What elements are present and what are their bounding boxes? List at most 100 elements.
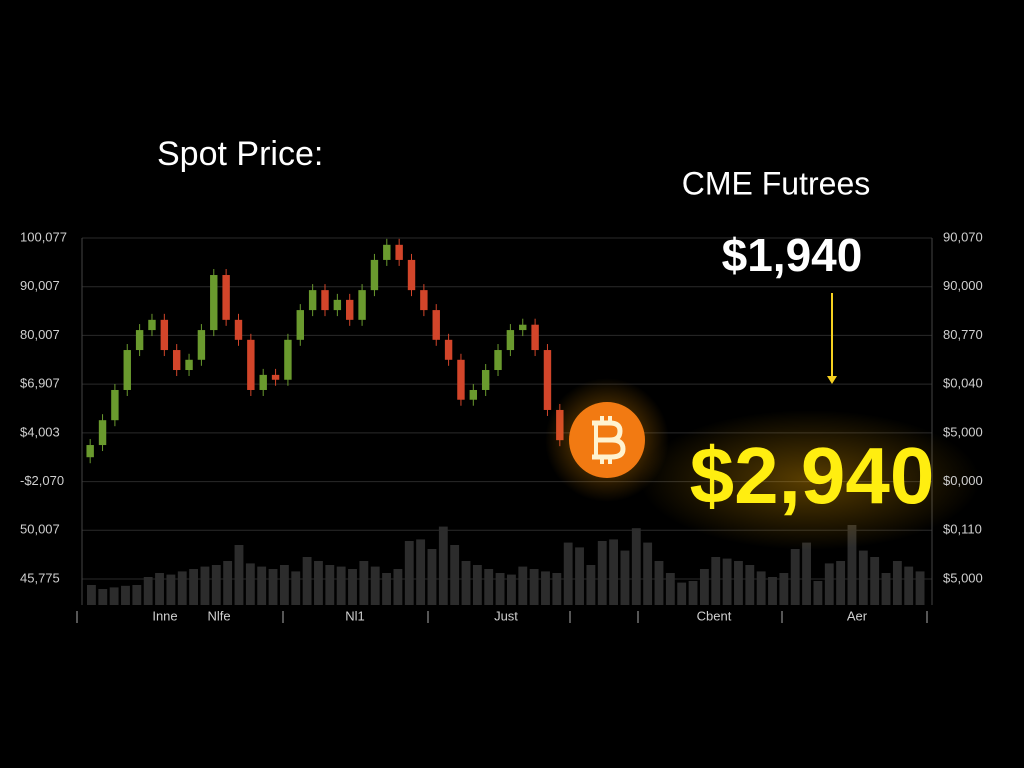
candle-body (247, 339, 255, 390)
volume-bar (234, 545, 244, 605)
volume-bar (768, 577, 777, 605)
volume-bar (200, 566, 210, 605)
volume-bar (722, 558, 732, 605)
volume-bar (575, 547, 584, 605)
volume-bar (790, 549, 800, 605)
volume-bar (189, 569, 199, 605)
volume-bar (643, 542, 653, 605)
volume-bar (915, 571, 925, 605)
y-tick-label-right: $0,040 (943, 376, 983, 391)
volume-bar (450, 545, 460, 605)
volume-bar (143, 577, 153, 605)
volume-bar (870, 557, 880, 605)
arrow-head (827, 376, 837, 384)
volume-bar (336, 566, 346, 605)
y-tick-label-left: -$2,070 (20, 473, 64, 488)
volume-bar (586, 565, 596, 605)
volume-bar (155, 573, 164, 605)
volume-bar (268, 569, 278, 605)
candle-body (333, 299, 342, 311)
candle-body (543, 350, 552, 410)
candle-body (148, 319, 156, 331)
bitcoin-icon (545, 378, 669, 502)
spot-price: $2,940 (690, 431, 935, 520)
candle-body (358, 290, 366, 320)
y-tick-label-right: 90,070 (943, 229, 983, 244)
y-tick-label-left: 90,007 (20, 278, 60, 293)
volume-bar (382, 573, 391, 605)
x-tick-label: Nl1 (345, 608, 365, 623)
volume-bar (802, 542, 811, 605)
y-tick-label-left: $4,003 (20, 424, 60, 439)
x-tick-label: Inne (152, 608, 177, 623)
volume-bar (245, 563, 255, 605)
x-tick-label: Just (494, 608, 518, 623)
candle-body (222, 275, 230, 320)
volume-bar (87, 585, 96, 605)
volume-bar (529, 569, 539, 605)
y-tick-label-right: $0,110 (943, 522, 982, 537)
y-tick-label-right: 90,000 (943, 278, 983, 293)
candle-body (420, 290, 428, 311)
chart-title: Spot Price: (157, 135, 323, 173)
price-glow (640, 410, 980, 550)
volume-bar (597, 541, 607, 605)
candle-body (123, 350, 131, 390)
y-tick-label-right: $5,000 (943, 424, 983, 439)
candle-body (185, 359, 193, 371)
volume-bar (518, 566, 528, 605)
volume-bar (291, 571, 301, 605)
candle-body (519, 324, 527, 331)
candle-body (259, 374, 267, 390)
volume-bar (858, 550, 868, 605)
volume-bar (847, 525, 857, 605)
volume-bar (756, 571, 766, 605)
volume-bar (404, 541, 414, 605)
candle-body (210, 275, 218, 331)
volume-bar (904, 566, 914, 605)
y-tick-label-left: 80,007 (20, 327, 60, 342)
y-tick-label-right: $5,000 (943, 570, 983, 585)
y-tick-label-left: 50,007 (20, 522, 60, 537)
volume-bar (109, 587, 119, 605)
candle-body (234, 319, 243, 340)
volume-bar (348, 569, 357, 605)
y-tick-label-right: $0,000 (943, 473, 983, 488)
candle-body (469, 389, 478, 400)
volume-bar (461, 561, 471, 605)
volume-bar (665, 573, 675, 605)
volume-bar (552, 573, 562, 605)
y-tick-label-left: $6,907 (20, 376, 60, 391)
volume-bar (416, 539, 426, 605)
candle-body (444, 339, 453, 360)
candle-body (321, 290, 329, 311)
volume-bar (734, 561, 743, 605)
volume-bar (677, 582, 687, 605)
volume-bar (166, 574, 176, 605)
candle-body (432, 310, 440, 340)
candle-body (531, 324, 539, 351)
volume-bar (257, 566, 267, 605)
candle-body (494, 350, 502, 371)
volume-bar (881, 573, 891, 605)
volume-bar (438, 526, 448, 605)
volume-bars (87, 525, 925, 605)
candle-body (395, 244, 403, 260)
volume-bar (688, 581, 698, 605)
candle-body (271, 374, 280, 380)
volume-bar (507, 574, 516, 605)
volume-bar (620, 550, 630, 605)
x-tick-label: Nlfe (207, 608, 230, 623)
volume-bar (609, 539, 619, 605)
candle-body (481, 370, 490, 390)
candle-body (506, 330, 515, 351)
volume-bar (631, 528, 641, 605)
candle-body (284, 339, 292, 380)
volume-bar (711, 557, 721, 605)
volume-bar (370, 566, 380, 605)
candle-body (407, 259, 416, 291)
volume-bar (279, 565, 289, 605)
volume-bar (427, 549, 437, 605)
y-tick-label-left: 100,077 (20, 229, 67, 244)
volume-bar (472, 565, 482, 605)
